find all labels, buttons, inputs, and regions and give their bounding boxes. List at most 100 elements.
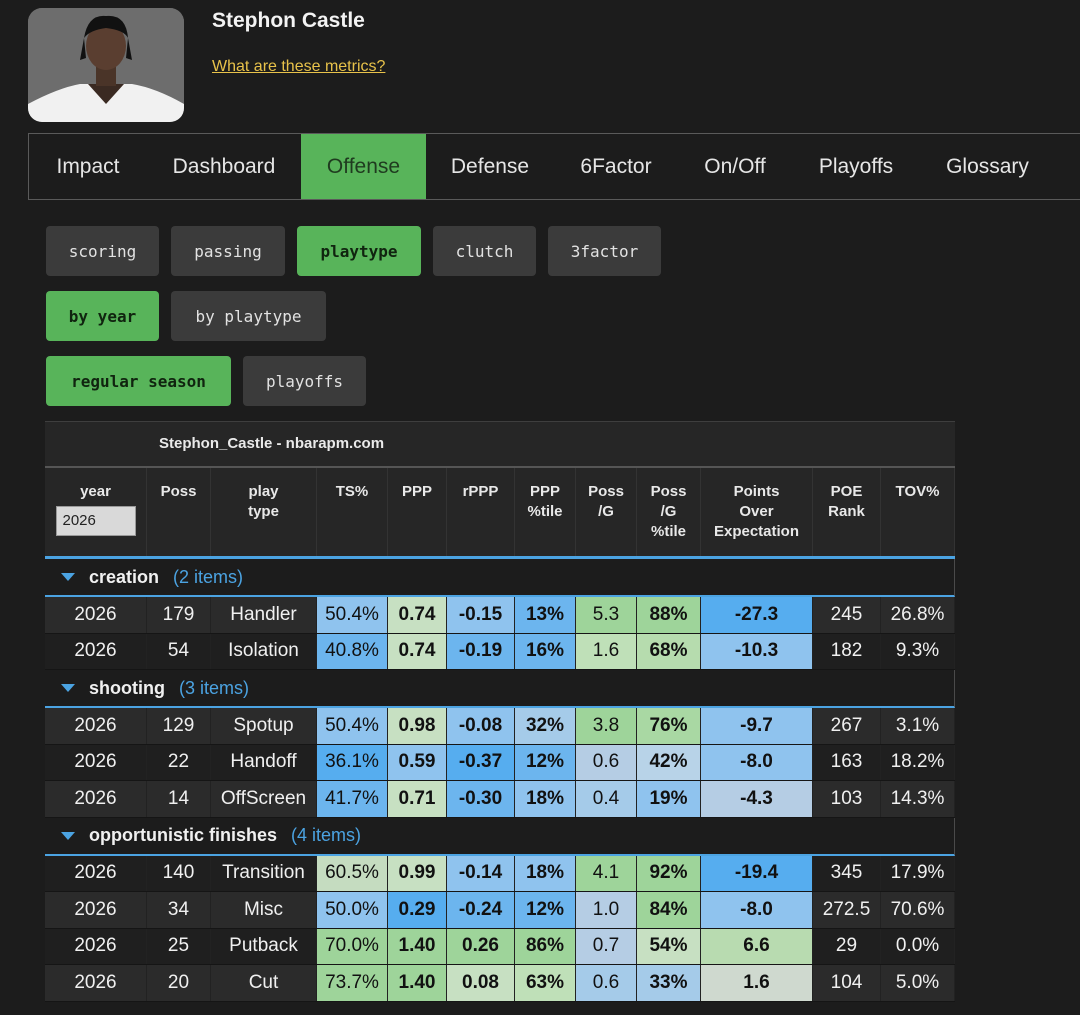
cell-poe-rank: 29 — [813, 928, 881, 964]
subtab-playtype[interactable]: playtype — [297, 226, 421, 276]
tab-6factor[interactable]: 6Factor — [580, 154, 652, 178]
column-header-label: TOV% — [895, 483, 940, 500]
group-header-creation[interactable]: creation (2 items) — [45, 559, 955, 597]
season-playoffs-button[interactable]: playoffs — [243, 356, 366, 406]
tab-dashboard[interactable]: Dashboard — [172, 154, 276, 178]
metrics-help-link[interactable]: What are these metrics? — [212, 58, 386, 75]
year-filter-input[interactable]: 2026 — [55, 506, 136, 536]
tab-on-off[interactable]: On/Off — [704, 154, 766, 178]
cell-ppp: 0.99 — [388, 855, 447, 891]
cell-poe-rank: 267 — [813, 708, 881, 744]
column-header-ppp-pctile[interactable]: PPP %tile — [515, 468, 576, 556]
playtype-table: Stephon_Castle - nbarapm.com year 2026 Pos… — [45, 421, 955, 1002]
subtab-clutch[interactable]: clutch — [433, 226, 536, 276]
group-count: (2 items) — [173, 566, 244, 587]
tab-impact[interactable]: Impact — [56, 154, 120, 178]
cell-points-over-expectation: -8.0 — [701, 744, 813, 780]
column-header-poss-per-game-pctile[interactable]: Poss /G %tile — [637, 468, 701, 556]
cell-play-type: Transition — [211, 855, 317, 891]
main-tabs: Impact Dashboard Offense Defense 6Factor… — [28, 133, 1080, 200]
tab-defense[interactable]: Defense — [450, 154, 530, 178]
column-header-rppp[interactable]: rPPP — [447, 468, 515, 556]
column-header-poe-rank[interactable]: POE Rank — [813, 468, 881, 556]
cell-poss-per-game: 5.3 — [576, 597, 637, 633]
tab-playoffs[interactable]: Playoffs — [818, 154, 894, 178]
cell-play-type: Misc — [211, 892, 317, 928]
table-body: creation (2 items) 2026 179 Handler 50.4% 0.74… — [45, 559, 955, 1002]
table-row: 2026 14 OffScreen 41.7% 0.71 -0.30 18% 0.4 19% -4… — [45, 781, 955, 818]
column-header-play-type[interactable]: play type — [211, 468, 317, 556]
cell-poss-per-game-pctile: 33% — [637, 965, 701, 1001]
player-avatar — [28, 8, 184, 122]
cell-poss: 14 — [147, 781, 211, 817]
cell-tov-pct: 17.9% — [881, 855, 955, 891]
caret-down-icon[interactable] — [61, 573, 75, 581]
view-by-year-button[interactable]: by year — [46, 291, 159, 341]
cell-poe-rank: 272.5 — [813, 892, 881, 928]
player-photo-icon — [28, 8, 184, 122]
cell-poss-per-game: 0.6 — [576, 744, 637, 780]
cell-poss-per-game: 1.6 — [576, 633, 637, 669]
cell-points-over-expectation: -27.3 — [701, 597, 813, 633]
cell-points-over-expectation: -10.3 — [701, 633, 813, 669]
cell-ts-pct: 40.8% — [317, 633, 388, 669]
cell-points-over-expectation: -19.4 — [701, 855, 813, 891]
view-by-playtype-button[interactable]: by playtype — [171, 291, 326, 341]
cell-ppp: 0.74 — [388, 597, 447, 633]
cell-poss: 179 — [147, 597, 211, 633]
subtab-passing[interactable]: passing — [171, 226, 285, 276]
cell-tov-pct: 0.0% — [881, 928, 955, 964]
table-row: 2026 22 Handoff 36.1% 0.59 -0.37 12% 0.6 42% -8.0… — [45, 744, 955, 781]
table-row: 2026 129 Spotup 50.4% 0.98 -0.08 32% 3.8 76% -9.7… — [45, 708, 955, 745]
cell-poss: 140 — [147, 855, 211, 891]
tab-offense[interactable]: Offense — [301, 134, 426, 199]
season-regular-button[interactable]: regular season — [46, 356, 231, 406]
cell-ppp-pctile: 86% — [515, 928, 576, 964]
column-header-ppp[interactable]: PPP — [388, 468, 447, 556]
column-header-poss-per-game[interactable]: Poss /G — [576, 468, 637, 556]
cell-year: 2026 — [45, 597, 147, 633]
column-header-label: POE Rank — [828, 483, 865, 520]
cell-poss: 129 — [147, 708, 211, 744]
cell-ppp: 0.29 — [388, 892, 447, 928]
cell-ppp: 1.40 — [388, 928, 447, 964]
cell-ts-pct: 36.1% — [317, 744, 388, 780]
cell-ppp-pctile: 32% — [515, 708, 576, 744]
cell-ppp-pctile: 18% — [515, 855, 576, 891]
cell-year: 2026 — [45, 965, 147, 1001]
cell-poss: 34 — [147, 892, 211, 928]
table-row: 2026 20 Cut 73.7% 1.40 0.08 63% 0.6 33% 1.6 104 5.0… — [45, 965, 955, 1002]
column-header-label: PPP — [401, 483, 432, 500]
column-header-tov-pct[interactable]: TOV% — [881, 468, 955, 556]
cell-play-type: Spotup — [211, 708, 317, 744]
cell-poss-per-game: 0.4 — [576, 781, 637, 817]
column-header-poss[interactable]: Poss — [147, 468, 211, 556]
column-header-label: play type — [248, 483, 279, 520]
cell-tov-pct: 9.3% — [881, 633, 955, 669]
table-header: year 2026 Poss play type TS% PPP rPPP PPP %tile… — [45, 468, 955, 559]
column-header-year[interactable]: year 2026 — [45, 468, 147, 556]
group-header-opportunistic-finishes[interactable]: opportunistic finishes (4 items) — [45, 817, 955, 856]
column-header-ts-pct[interactable]: TS% — [317, 468, 388, 556]
tab-glossary[interactable]: Glossary — [946, 154, 1029, 178]
table-row: 2026 54 Isolation 40.8% 0.74 -0.19 16% 1.6 68% -1… — [45, 633, 955, 670]
cell-year: 2026 — [45, 708, 147, 744]
subtab-scoring[interactable]: scoring — [46, 226, 159, 276]
cell-rppp: -0.19 — [447, 633, 515, 669]
caret-down-icon[interactable] — [61, 831, 75, 840]
group-count: (4 items) — [291, 825, 362, 845]
cell-rppp: -0.30 — [447, 781, 515, 817]
cell-ppp: 0.74 — [388, 633, 447, 669]
cell-poe-rank: 182 — [813, 633, 881, 669]
subtab-3factor[interactable]: 3factor — [548, 226, 661, 276]
group-header-shooting[interactable]: shooting (3 items) — [45, 670, 955, 708]
cell-points-over-expectation: -4.3 — [701, 781, 813, 817]
cell-tov-pct: 70.6% — [881, 892, 955, 928]
column-header-points-over-expectation[interactable]: Points Over Expectation — [701, 468, 813, 556]
cell-year: 2026 — [45, 744, 147, 780]
cell-poe-rank: 345 — [813, 855, 881, 891]
cell-points-over-expectation: 6.6 — [701, 928, 813, 964]
column-header-label: Poss — [160, 483, 197, 500]
caret-down-icon[interactable] — [61, 684, 75, 692]
cell-rppp: 0.26 — [447, 928, 515, 964]
